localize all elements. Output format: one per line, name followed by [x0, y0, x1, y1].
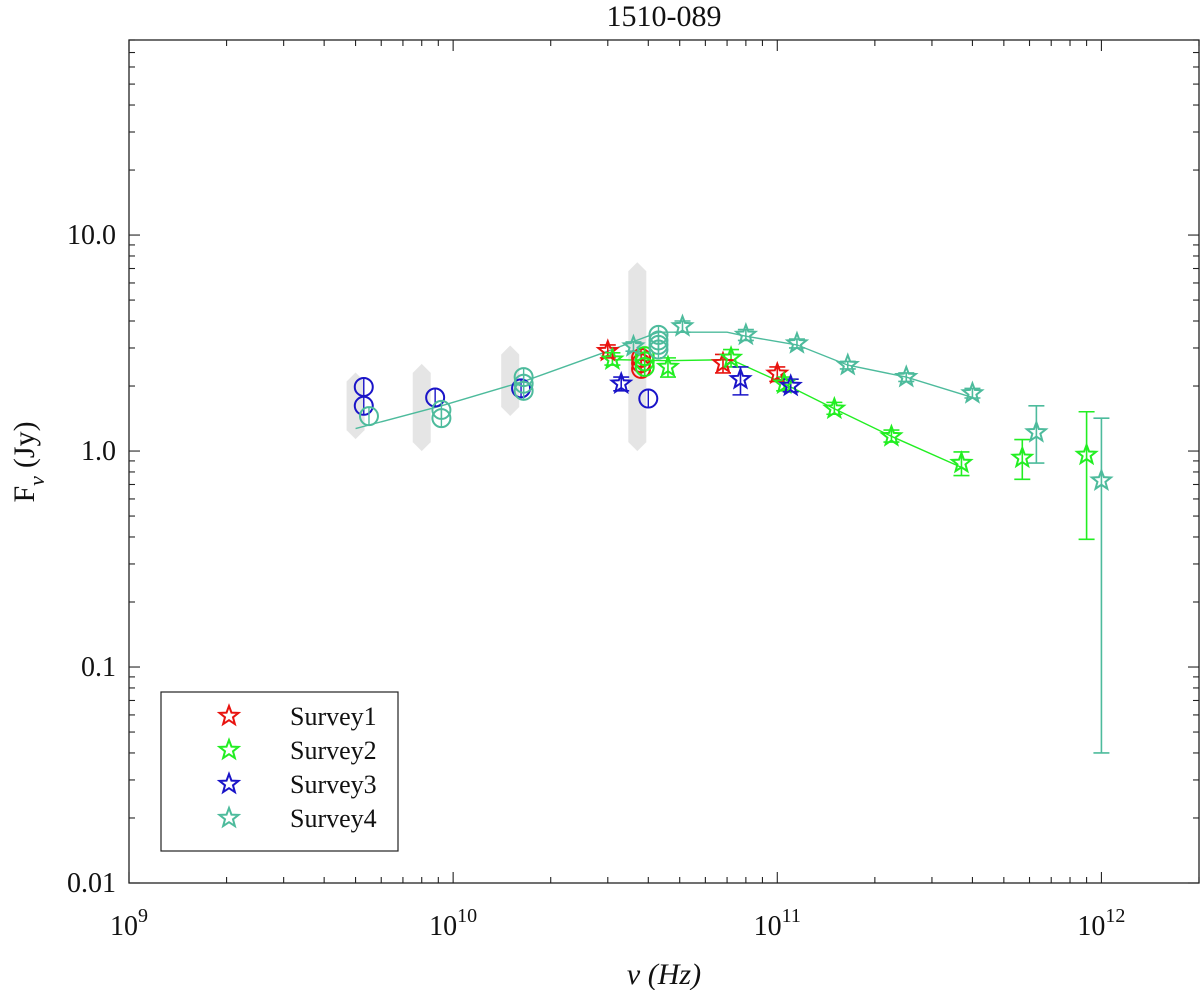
x-tick-label: 1011: [754, 905, 801, 942]
x-axis-label: ν (Hz): [627, 958, 701, 990]
legend-label-survey4: Survey4: [290, 804, 377, 833]
legend-label-survey1: Survey1: [290, 702, 377, 731]
flux-range-band: [501, 345, 520, 416]
y-tick-label: 0.1: [81, 652, 116, 683]
x-tick-label-exponent: 9: [138, 905, 148, 927]
y-axis-label-unit: (Jy): [8, 421, 41, 468]
survey2-star-point: [600, 346, 625, 371]
x-tick-label: 1012: [1077, 905, 1125, 942]
legend-star-survey4: [216, 805, 242, 829]
survey4-star-point: [960, 380, 985, 404]
y-tick-label: 0.01: [67, 868, 116, 899]
legend-box: [160, 691, 399, 852]
survey2-star-point: [879, 423, 904, 447]
survey4-star-point: [784, 330, 810, 354]
circle-marker-layer: [353, 324, 669, 429]
legend-star-survey1: [216, 703, 242, 727]
y-tick-label: 1.0: [81, 436, 116, 467]
x-tick-label-base: 10: [754, 911, 782, 942]
survey3-star-point: [728, 366, 753, 390]
star-marker-layer: [595, 313, 1114, 491]
x-tick-label-exponent: 10: [457, 905, 477, 927]
survey3-star-point: [778, 373, 803, 397]
survey2-star-point: [949, 450, 974, 474]
x-tick-label-base: 10: [110, 911, 138, 942]
survey1-star-point: [765, 360, 790, 385]
survey4-star-point: [835, 352, 861, 376]
legend-star-survey3: [216, 771, 242, 795]
survey4-star-point: [670, 313, 695, 337]
survey4-star-point: [1089, 467, 1114, 491]
survey4-star-point: [733, 322, 759, 346]
chart-title: 1510-089: [607, 0, 722, 33]
survey4-star-point: [894, 364, 919, 388]
svg-text:Fν(Jy): Fν (Jy): [8, 421, 49, 502]
survey2-star-point: [655, 354, 681, 378]
x-tick-label: 109: [110, 905, 148, 942]
survey2-star-point: [1074, 442, 1099, 466]
legend-label-survey3: Survey3: [290, 770, 377, 799]
flux-range-band: [412, 363, 431, 452]
survey2-star-point: [718, 345, 744, 369]
plot-frame: [128, 39, 1200, 884]
x-tick-label-base: 10: [429, 911, 457, 942]
survey4-star-point: [621, 333, 646, 357]
x-tick-label-exponent: 11: [782, 905, 801, 927]
y-axis-label-sub: ν: [24, 476, 49, 486]
y-tick-label: 10.0: [67, 220, 116, 251]
x-tick-label-exponent: 12: [1105, 905, 1125, 927]
legend-star-survey2: [216, 737, 242, 761]
y-axis-label: Fν (Jy): [8, 421, 49, 502]
legend: Survey1 Survey2 Survey3 Survey4: [160, 691, 399, 852]
survey2-star-point: [1010, 444, 1035, 469]
survey4-line: [355, 331, 973, 430]
survey3-star-point: [608, 370, 634, 395]
legend-label-survey2: Survey2: [290, 736, 377, 765]
y-axis-label-main: F: [8, 486, 41, 503]
x-tick-label-base: 10: [1077, 911, 1105, 942]
x-tick-label: 1010: [429, 905, 477, 942]
survey2-star-point: [822, 395, 847, 420]
survey1-star-point: [710, 350, 736, 374]
survey4-star-point: [1024, 419, 1049, 443]
